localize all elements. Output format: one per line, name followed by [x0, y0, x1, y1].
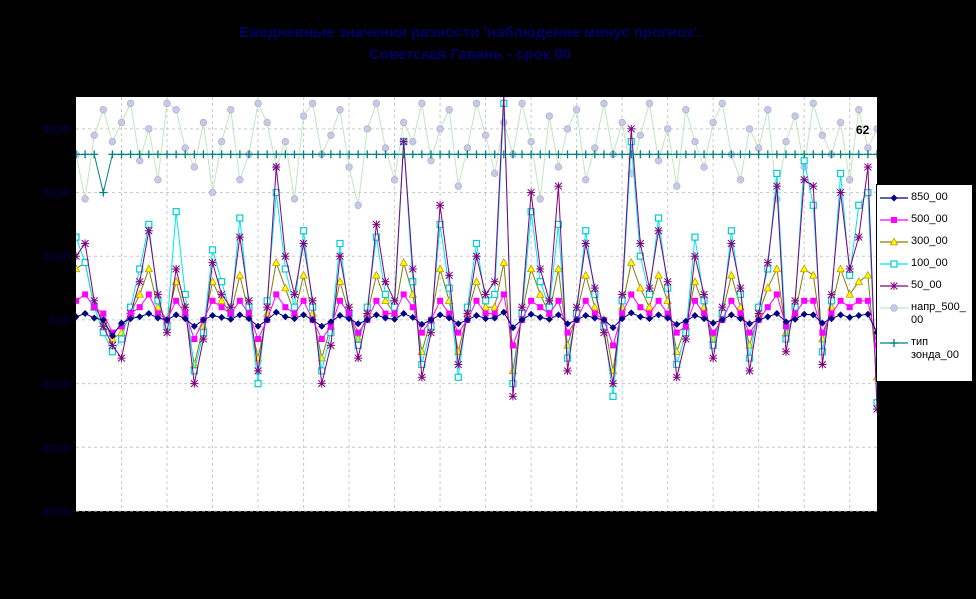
y-tick-label: -30,00: [39, 506, 70, 518]
legend-item-50: 50_00: [880, 279, 969, 292]
y-tick-label: 30,00: [42, 124, 70, 136]
y-tick-label: 10,00: [42, 251, 70, 263]
legend-label-500: 500_00: [911, 213, 948, 225]
series-50_00: [76, 97, 877, 414]
y-tick-label: -20,00: [39, 442, 70, 454]
legend-label-napr500: напр_500_00: [911, 301, 966, 326]
chart-title: Ежедневные значения разности 'наблюдение…: [0, 22, 940, 66]
legend-label-300: 300_00: [911, 235, 948, 247]
legend-label-50: 50_00: [911, 279, 942, 291]
legend-item-850: 850_00: [880, 191, 969, 204]
legend-swatch-napr500: [880, 304, 908, 312]
legend-swatch-tip-zonda: [880, 339, 908, 347]
legend-swatch-500: [880, 217, 908, 223]
legend-item-tip-zonda: тип зонда_00: [880, 336, 969, 362]
legend-item-300: 300_00: [880, 235, 969, 248]
chart-title-line-2: Советская Гавань - срок 00: [368, 46, 572, 63]
legend-label-850: 850_00: [911, 191, 948, 203]
y-tick-label: 0,00: [49, 315, 70, 327]
legend-label-tip-zonda: тип зонда_00: [911, 336, 960, 361]
y-tick-label: 20,00: [42, 188, 70, 200]
legend-swatch-50: [880, 282, 908, 290]
chart-title-line-1: Ежедневные значения разности 'наблюдение…: [239, 24, 701, 41]
y-tick-label: -10,00: [39, 379, 70, 391]
legend-item-napr500: напр_500_00: [880, 301, 969, 327]
legend-swatch-100: [880, 260, 908, 268]
series-850_00: [76, 308, 877, 340]
legend-item-500: 500_00: [880, 213, 969, 226]
series-тип зонда_00: [76, 150, 877, 197]
legend-item-100: 100_00: [880, 257, 969, 270]
data-label-annotation: 62: [856, 123, 870, 137]
legend-label-100: 100_00: [911, 257, 948, 269]
legend-swatch-300: [880, 237, 908, 246]
legend-swatch-850: [880, 194, 908, 202]
legend: 850_00 500_00 300_00 100_00 50_00 напр_5…: [876, 184, 973, 382]
